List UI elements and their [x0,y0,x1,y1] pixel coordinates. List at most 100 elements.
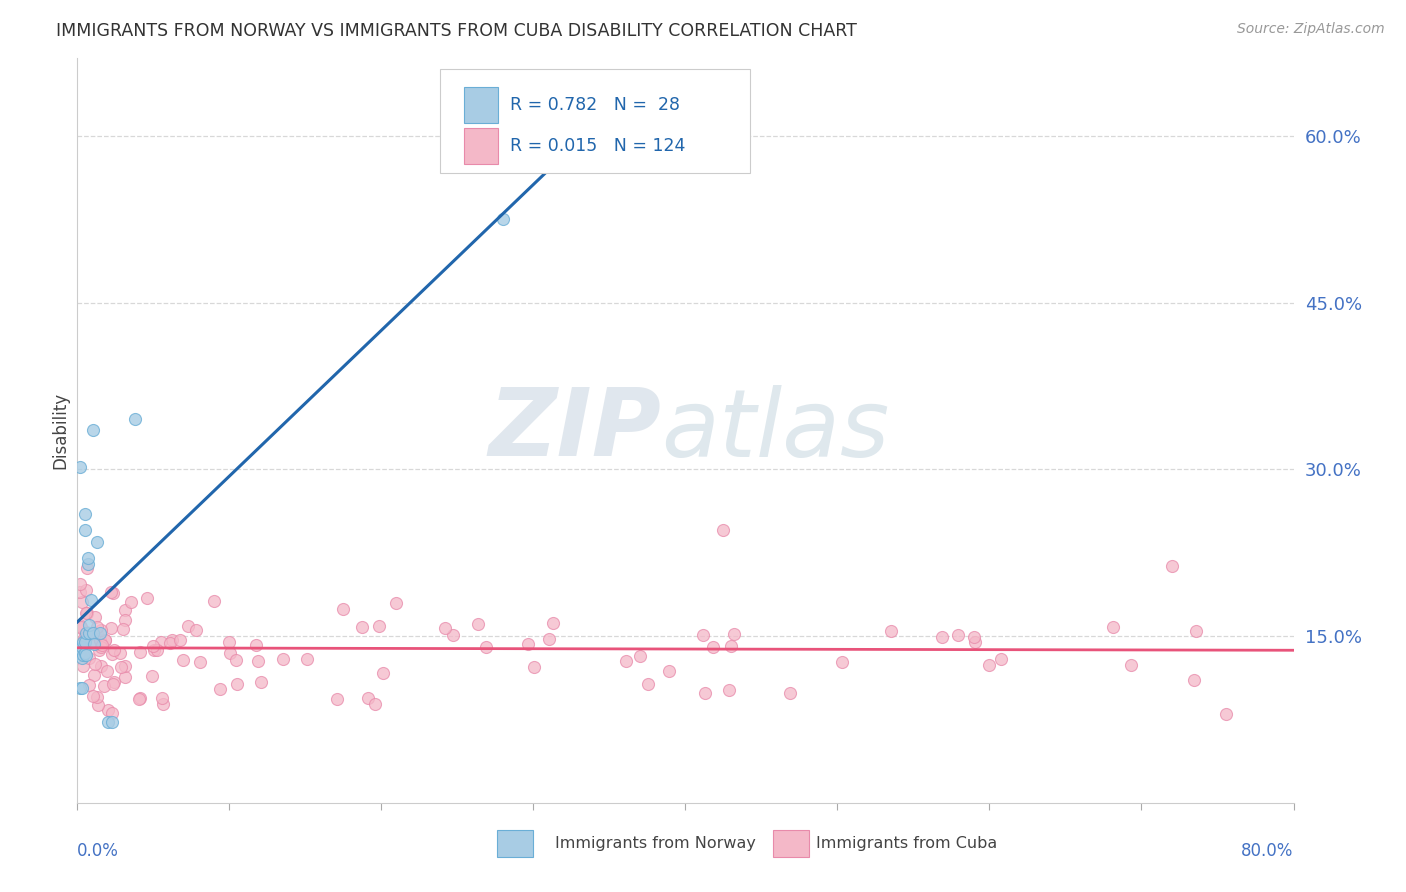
Point [110,660,132,674]
Point [537,632,560,646]
Point [89,633,111,648]
Point [82,625,104,640]
Bar [464,128,498,164]
Point [209,682,232,697]
Point [87,643,110,657]
Point [184,624,207,638]
Point [75,648,97,662]
Point [946,628,969,642]
Point [75,624,97,639]
Point [70,620,93,634]
Point [713,524,735,538]
Point [86,627,108,641]
Point [356,690,378,705]
Point [492,212,515,227]
Point [89,625,111,640]
Point [658,664,681,678]
Bar [496,830,533,857]
Point [176,618,198,632]
Point [90,658,112,673]
Point [962,630,984,644]
Point [1185,624,1208,638]
Point [1161,559,1184,574]
Point [96,664,118,678]
Point [114,670,136,684]
Point [614,654,637,668]
Point [69,460,91,475]
Point [124,412,146,426]
Point [89,633,111,648]
Point [100,706,122,721]
Y-axis label: Disability: Disability [51,392,69,469]
Point [250,675,273,690]
Point [76,607,98,621]
Point [129,691,152,706]
Point [84,657,107,671]
Point [84,637,107,651]
Text: ZIP: ZIP [488,384,661,476]
Point [150,691,173,706]
Point [371,666,394,681]
Point [717,683,740,698]
Point [72,634,94,648]
Point [72,658,94,673]
Point [72,648,94,662]
Point [75,583,97,598]
Point [692,628,714,642]
Point [226,677,249,691]
Point [70,681,93,696]
Point [90,640,112,655]
Text: Immigrants from Norway: Immigrants from Norway [555,837,756,851]
Point [79,625,101,640]
Point [172,653,194,667]
Point [73,634,96,648]
Point [1102,620,1125,634]
Point [114,659,136,673]
Point [517,637,540,651]
Point [77,557,100,571]
Point [693,686,716,700]
Point [114,613,136,627]
Text: 80.0%: 80.0% [1241,842,1294,860]
Point [90,638,112,652]
Point [83,668,105,682]
Point [70,640,93,655]
Point [364,697,387,711]
Point [69,585,91,599]
Point [77,678,100,692]
Point [75,625,97,640]
Point [149,635,172,649]
Point [188,655,211,669]
Point [1119,658,1142,673]
Point [84,610,107,624]
Point [70,595,93,609]
Point [543,615,565,630]
Point [152,697,174,711]
Point [295,651,318,665]
Point [128,645,150,659]
Point [101,647,124,661]
Point [70,651,93,665]
Text: 0.0%: 0.0% [77,842,120,860]
Point [103,677,125,691]
Point [467,616,489,631]
Point [82,689,104,703]
Point [965,635,987,649]
Point [73,507,96,521]
Point [87,698,110,712]
Point [977,657,1000,672]
Point [474,640,496,655]
Point [94,632,117,647]
Point [880,624,903,638]
Point [76,561,98,575]
Point [100,621,122,635]
Point [77,551,100,566]
Point [160,633,183,648]
Text: R = 0.782   N =  28: R = 0.782 N = 28 [510,96,681,114]
Point [368,619,391,633]
Point [1215,706,1237,721]
Point [86,690,108,705]
Text: atlas: atlas [661,384,890,476]
Point [67,646,90,660]
Point [110,646,132,660]
